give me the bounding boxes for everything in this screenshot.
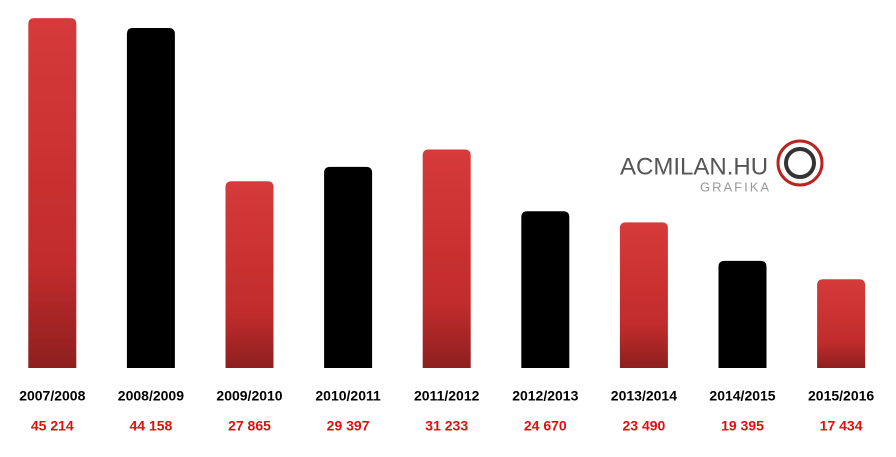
value-label: 27 865	[228, 418, 271, 434]
x-tick-label: 2013/2014	[611, 388, 677, 404]
value-label: 24 670	[524, 418, 567, 434]
x-tick-label: 2010/2011	[315, 388, 381, 404]
bar	[422, 149, 471, 368]
x-tick-label: 2011/2012	[414, 388, 480, 404]
bar	[619, 222, 668, 368]
x-tick-label: 2015/2016	[808, 388, 874, 404]
watermark-title: ACMILAN.HU	[620, 153, 768, 180]
value-label: 17 434	[820, 418, 863, 434]
watermark-subtitle: GRAFIKA	[700, 179, 771, 194]
logo-inner	[784, 147, 816, 179]
watermark: ACMILAN.HU GRAFIKA	[620, 139, 824, 194]
x-tick-label: 2007/2008	[19, 388, 85, 404]
value-label: 29 397	[327, 418, 370, 434]
bar	[126, 28, 175, 369]
value-label: 31 233	[425, 418, 468, 434]
bar	[521, 211, 570, 368]
bar	[225, 181, 274, 368]
value-label: 23 490	[622, 418, 665, 434]
value-label: 19 395	[721, 418, 764, 434]
bar	[718, 260, 767, 368]
value-label: 44 158	[129, 418, 172, 434]
x-tick-label: 2014/2015	[709, 388, 775, 404]
x-tick-label: 2012/2013	[512, 388, 578, 404]
x-tick-label: 2009/2010	[216, 388, 282, 404]
value-label: 45 214	[31, 418, 74, 434]
x-tick-label: 2008/2009	[118, 388, 184, 404]
bar	[324, 166, 373, 368]
bar	[28, 18, 77, 369]
bar	[817, 279, 866, 368]
